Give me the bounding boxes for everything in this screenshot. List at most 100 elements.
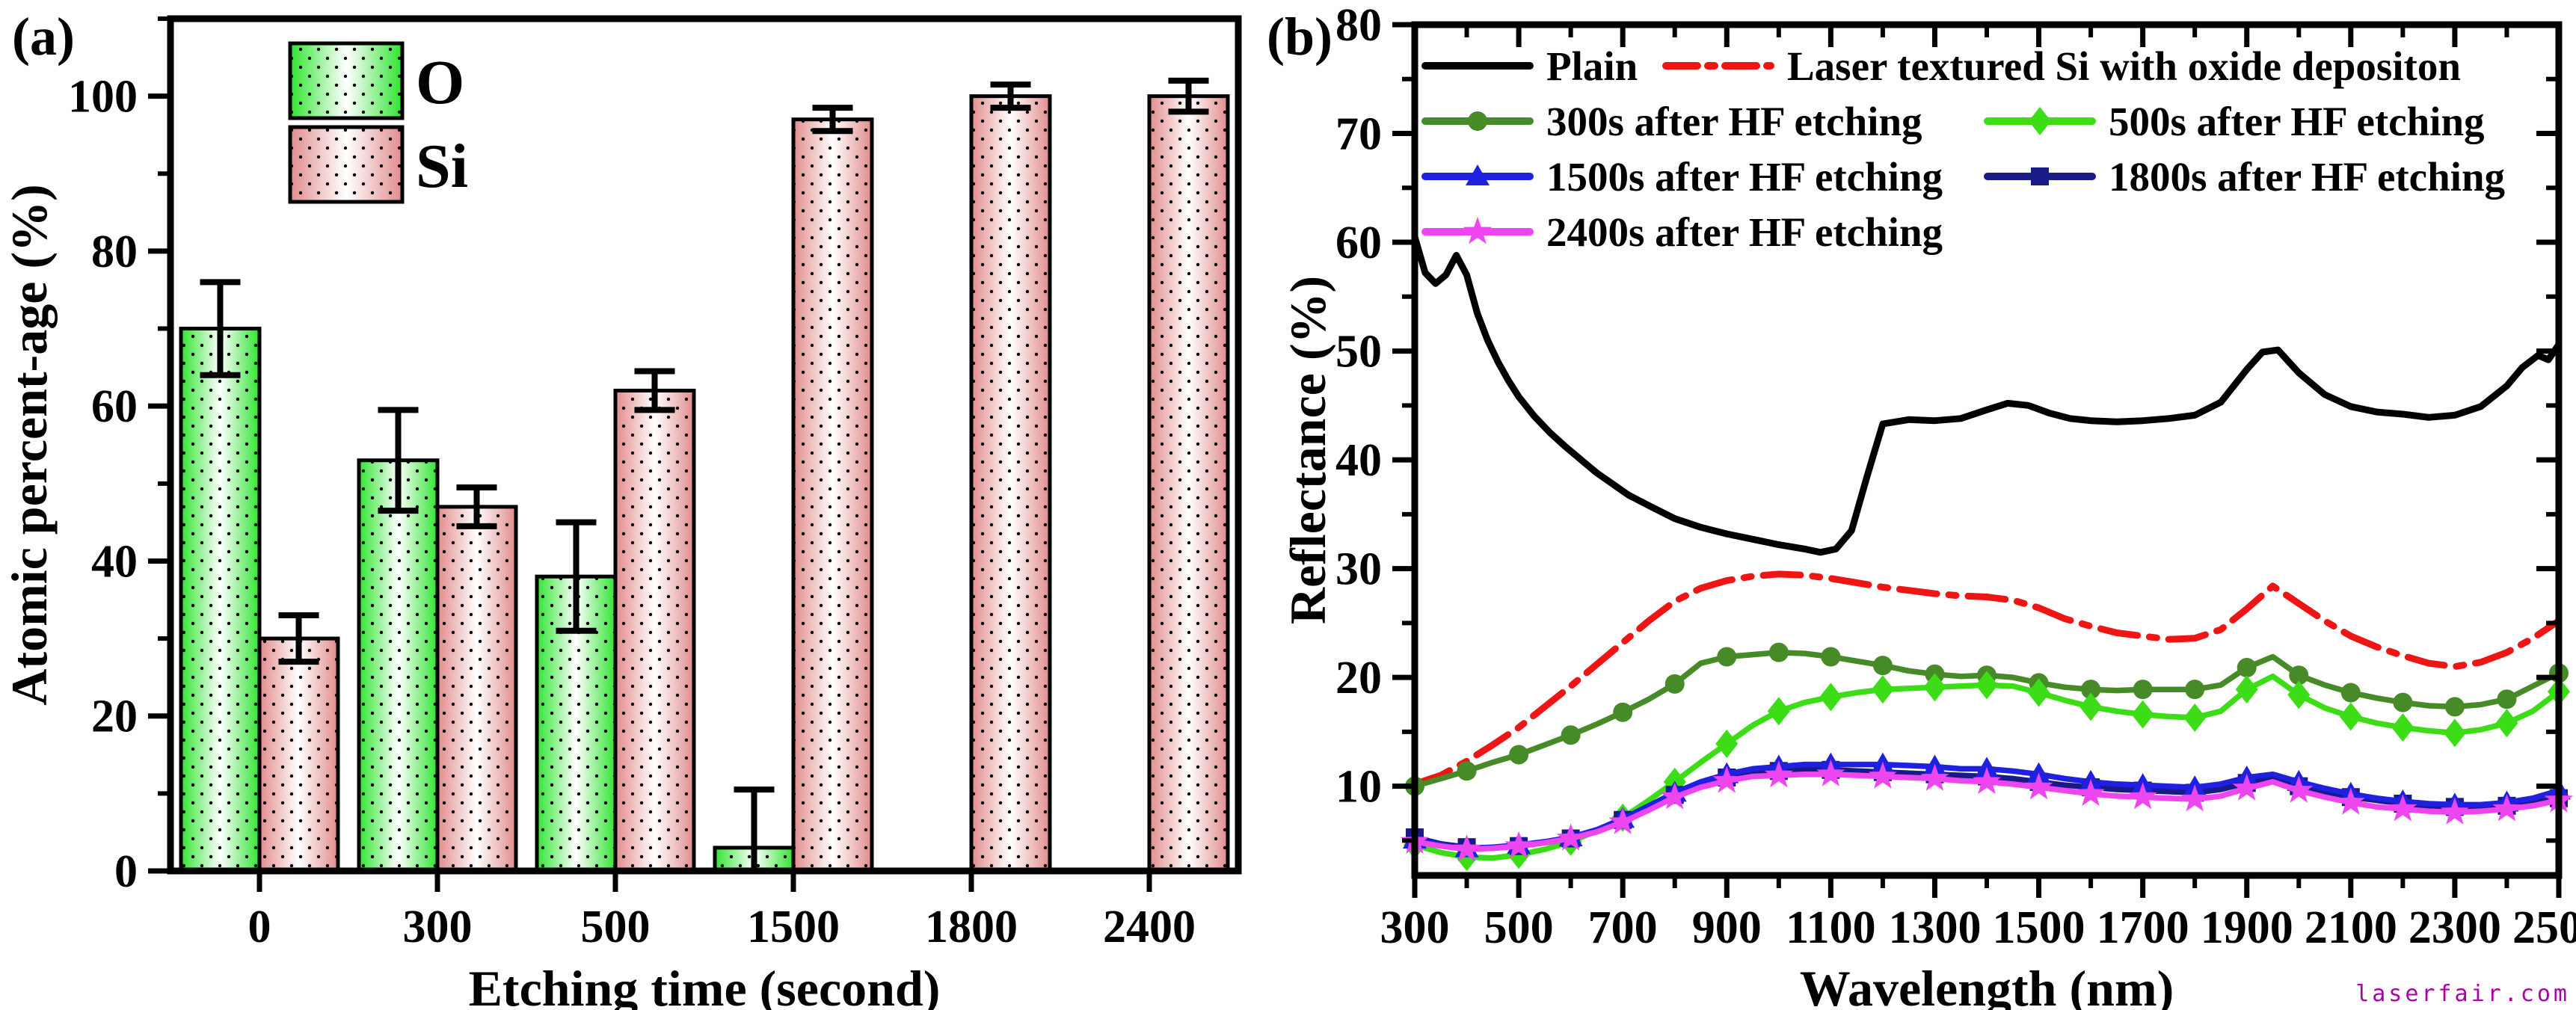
marker-circle <box>1613 702 1633 722</box>
marker-star <box>1973 766 2001 794</box>
marker-diamond <box>2443 718 2466 748</box>
marker-star <box>1463 217 1492 244</box>
y-tick-label: 40 <box>91 536 138 587</box>
marker-star <box>2180 784 2210 812</box>
marker-star <box>2024 772 2053 800</box>
panel-b-label: (b) <box>1267 7 1332 67</box>
bar-pattern-Si-0 <box>259 638 338 871</box>
marker-diamond <box>1715 729 1739 758</box>
x-tick-label: 500 <box>1484 902 1554 953</box>
legend-label-1800s-after-HF-etching: 1800s after HF etching <box>2109 154 2505 200</box>
legend-b: Plain Laser textured Si with oxide deposi… <box>1421 43 2505 255</box>
axes-frame-b <box>1411 21 2563 879</box>
marker-star <box>1920 763 1949 791</box>
marker-circle <box>1664 674 1685 694</box>
legend-label-Plain: Plain <box>1546 43 1638 89</box>
legend-label-O: O <box>416 48 464 117</box>
marker-star <box>2128 782 2157 810</box>
y-tick-label: 100 <box>68 72 138 123</box>
marker-star <box>1712 766 1742 793</box>
marker-circle <box>2444 697 2465 717</box>
legend-label-1500s-after-HF-etching: 1500s after HF etching <box>1546 154 1943 200</box>
bar-pattern-Si-500 <box>615 390 694 871</box>
marker-diamond <box>2183 703 2207 732</box>
x-tick-label: 900 <box>1692 902 1762 953</box>
marker-star <box>2284 775 2314 803</box>
marker-diamond <box>1871 675 1894 704</box>
panel-a-plot: 0 20 40 60 80 100 0 300 500 1500 1800 2400 Etching t… <box>1 15 1242 1010</box>
marker-star <box>2388 794 2417 822</box>
marker-star <box>2492 794 2521 822</box>
marker-circle <box>2133 680 2153 700</box>
x-axis-title-a: Etching time (second) <box>469 960 941 1010</box>
marker-diamond <box>1767 697 1790 726</box>
x-tick-label: 300 <box>1380 902 1450 953</box>
x-tick-label: 0 <box>248 902 271 952</box>
y-tick-label: 30 <box>1335 544 1382 595</box>
marker-circle <box>2393 692 2413 712</box>
marker-star <box>2077 778 2106 806</box>
marker-star <box>1556 823 1585 851</box>
y-axis-title-a: Atomic percent-age (%) <box>1 184 58 705</box>
marker-star <box>1608 807 1638 834</box>
marker-star <box>2440 797 2469 825</box>
y-axis-title-b: Reflectance (%) <box>1279 276 1336 624</box>
marker-circle <box>2081 680 2101 700</box>
x-tick-label: 1700 <box>2097 902 2189 953</box>
marker-circle <box>2497 689 2517 709</box>
marker-circle <box>1768 642 1789 662</box>
marker-diamond <box>2235 675 2258 704</box>
marker-star <box>2336 787 2365 815</box>
x-tick-label: 2100 <box>2305 902 2397 953</box>
bar-pattern-Si-1500 <box>793 119 872 871</box>
marker-star <box>1764 760 1793 788</box>
marker-circle <box>1561 725 1581 745</box>
x-tick-label: 1800 <box>925 902 1018 952</box>
marker-diamond <box>2287 680 2311 709</box>
marker-circle <box>2289 665 2309 686</box>
watermark: laserfair.com <box>2355 981 2570 1007</box>
marker-diamond <box>2339 702 2362 731</box>
marker-diamond <box>2391 713 2414 742</box>
y-tick-label: 80 <box>1335 0 1382 51</box>
y-tick-label: 10 <box>1335 762 1382 813</box>
bar-pattern-Si-2400 <box>1149 96 1228 872</box>
y-tick-label: 20 <box>1335 653 1382 703</box>
x-tick-label: 1100 <box>1786 902 1876 953</box>
series-line-Plain <box>1411 233 2563 556</box>
marker-diamond <box>2027 678 2050 707</box>
marker-star <box>1660 782 1689 810</box>
y-tick-label: 80 <box>91 227 138 277</box>
legend-label-Si: Si <box>416 132 468 201</box>
marker-star <box>1816 759 1845 786</box>
series-markers-2400s-after-HF-etching <box>1401 759 2573 862</box>
marker-circle <box>2237 658 2257 678</box>
marker-circle <box>1872 656 1893 676</box>
marker-circle <box>2185 680 2205 700</box>
x-tick-label: 700 <box>1588 902 1658 953</box>
marker-diamond <box>1976 671 1998 700</box>
x-tick-label: 2500 <box>2512 902 2576 953</box>
marker-star <box>1504 831 1534 858</box>
y-tick-label: 60 <box>91 381 138 432</box>
series-line-Laser-textured-Si-with-oxide-depositon <box>1411 570 2563 788</box>
marker-circle <box>1468 111 1487 131</box>
x-axis-title-b: Wavelength (nm) <box>1800 960 2174 1010</box>
marker-diamond <box>2079 692 2103 721</box>
marker-square <box>2031 167 2049 185</box>
y-tick-label: 40 <box>1335 435 1382 486</box>
marker-diamond <box>1819 683 1842 712</box>
y-tick-label: 60 <box>1335 218 1382 268</box>
marker-star <box>1452 834 1481 862</box>
legend-label-Laser-textured-Si-with-oxide-depositon: Laser textured Si with oxide depositon <box>1787 43 2461 89</box>
axes-frame-a <box>167 15 1242 875</box>
marker-circle <box>1457 761 1477 781</box>
x-tick-label: 2400 <box>1103 902 1196 952</box>
legend-label-300s-after-HF-etching: 300s after HF etching <box>1546 99 1922 144</box>
bar-pattern-O-0 <box>181 328 259 872</box>
y-tick-label: 70 <box>1335 109 1382 160</box>
